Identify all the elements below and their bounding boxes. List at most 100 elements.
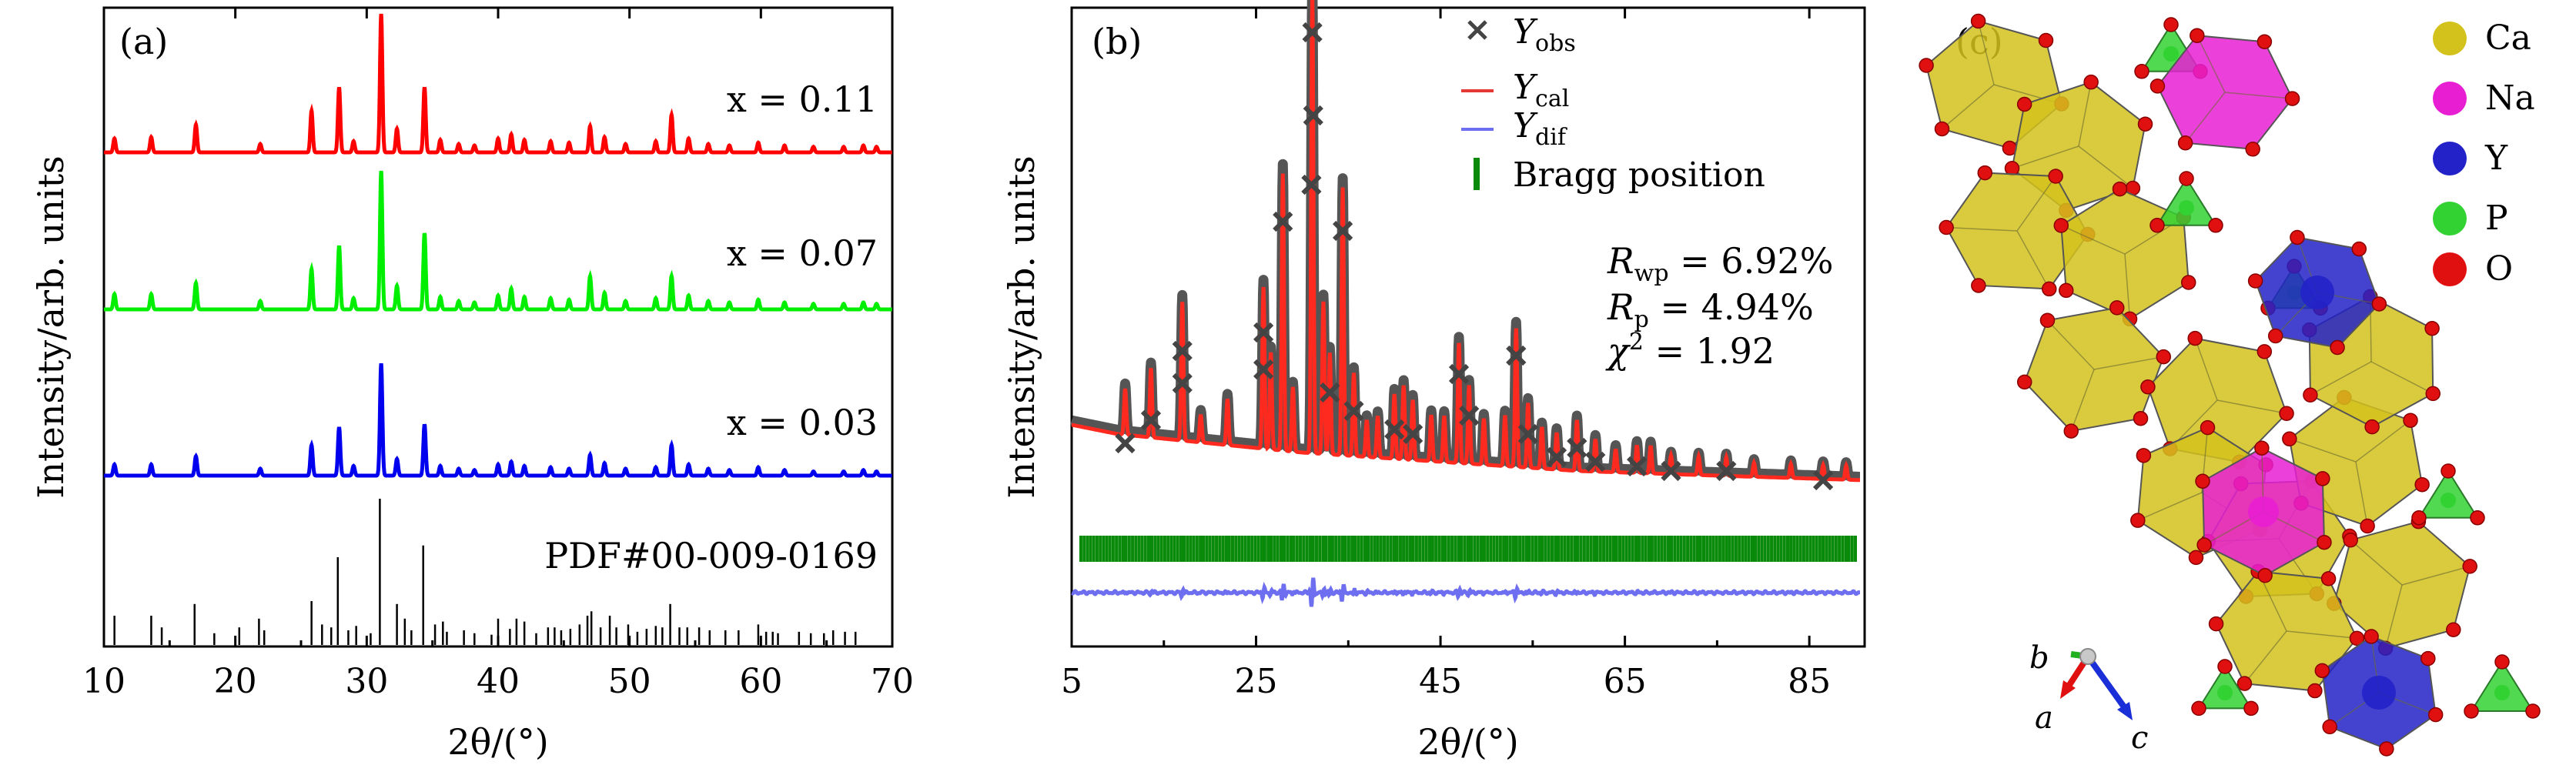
bragg-tick	[1192, 536, 1196, 562]
bragg-tick	[1779, 536, 1783, 562]
bragg-tick	[1341, 536, 1345, 562]
yobs-marker	[1343, 400, 1364, 422]
bragg-tick	[1389, 536, 1393, 562]
axis-b-label: b	[2029, 640, 2049, 676]
bragg-tick	[1750, 536, 1754, 562]
bragg-tick	[1314, 536, 1318, 562]
panel-a-curves	[104, 13, 892, 478]
bragg-tick	[1343, 536, 1347, 562]
bragg-tick	[1547, 536, 1551, 562]
panel-a-x-tick-label: 30	[345, 662, 388, 701]
panel-c-element-legend: Ca Na Y P O	[2433, 18, 2535, 289]
bragg-tick	[1434, 536, 1438, 562]
bragg-tick	[1467, 536, 1471, 562]
bragg-tick	[1118, 536, 1122, 562]
bragg-tick	[1082, 536, 1086, 562]
bragg-tick	[1079, 536, 1082, 562]
bragg-tick	[1430, 536, 1434, 562]
bragg-tick	[1660, 536, 1664, 562]
bragg-tick	[1308, 536, 1312, 562]
bragg-tick	[1649, 536, 1653, 562]
yobs-profile	[1067, 0, 1865, 482]
bragg-tick	[1770, 536, 1774, 562]
bragg-tick	[1273, 536, 1276, 562]
yobs-marker	[1585, 451, 1606, 473]
crystal-axes-indicator: b a c	[2029, 640, 2148, 756]
bragg-tick	[1647, 536, 1651, 562]
bragg-tick	[1628, 536, 1631, 562]
bragg-tick	[1250, 536, 1254, 562]
bragg-tick	[1598, 536, 1602, 562]
legend-label-y: Y	[2484, 139, 2508, 178]
bragg-tick	[1582, 536, 1586, 562]
bragg-tick	[1721, 536, 1725, 562]
bragg-tick	[1773, 536, 1777, 562]
bragg-tick	[1534, 536, 1538, 562]
panel-b-legend: Yobs Ycal Ydif Bragg position	[1461, 12, 1765, 195]
panel-a-x-tick-label: 50	[608, 662, 651, 701]
bragg-tick	[1752, 536, 1756, 562]
bragg-tick	[1470, 536, 1474, 562]
bragg-tick	[1521, 536, 1525, 562]
panel-a-x-tick-label: 40	[477, 662, 520, 701]
ydif-profile	[1071, 577, 1860, 607]
bragg-tick	[1657, 536, 1661, 562]
bragg-tick	[1728, 536, 1731, 562]
bragg-tick	[1692, 536, 1696, 562]
panel-a-reference-sticks	[113, 499, 857, 645]
bragg-tick	[1457, 536, 1461, 562]
bragg-tick	[1618, 536, 1622, 562]
panel-a-x-tick-label: 20	[214, 662, 257, 701]
bragg-tick	[1605, 536, 1609, 562]
bragg-tick	[1573, 536, 1577, 562]
bragg-tick	[1147, 536, 1151, 562]
bragg-tick	[1669, 536, 1673, 562]
panel-a-series-line-0	[104, 13, 892, 155]
bragg-tick	[1608, 536, 1612, 562]
bragg-tick	[1153, 536, 1157, 562]
bragg-tick	[1350, 536, 1354, 562]
bragg-tick	[1418, 536, 1422, 562]
bragg-tick	[1476, 536, 1480, 562]
bragg-tick	[1149, 536, 1153, 562]
bragg-tick	[1137, 536, 1141, 562]
bragg-tick	[1641, 536, 1644, 562]
yobs-marker	[1459, 405, 1480, 426]
bragg-tick	[1731, 536, 1735, 562]
bragg-tick	[1611, 536, 1615, 562]
bragg-tick	[1624, 536, 1628, 562]
bragg-tick	[1795, 536, 1799, 562]
bragg-tick	[1442, 536, 1446, 562]
bragg-tick	[1205, 536, 1209, 562]
bragg-tick	[1115, 536, 1119, 562]
legend-label-ca: Ca	[2485, 18, 2531, 58]
bragg-tick	[1108, 536, 1112, 562]
bragg-tick	[1180, 536, 1184, 562]
panel-b-label: (b)	[1092, 21, 1142, 62]
bragg-tick	[1503, 536, 1507, 562]
bragg-tick	[1202, 536, 1206, 562]
bragg-tick	[1805, 536, 1809, 562]
bragg-tick	[1725, 536, 1728, 562]
bragg-tick	[1447, 536, 1450, 562]
bragg-tick	[1408, 536, 1412, 562]
bragg-tick	[1230, 536, 1234, 562]
yobs-marker	[1332, 220, 1353, 242]
bragg-tick	[1544, 536, 1547, 562]
bragg-tick	[1169, 536, 1173, 562]
panel-a-series-label-1: x = 0.07	[727, 232, 878, 274]
bragg-tick	[1218, 536, 1222, 562]
y-atom	[2362, 676, 2396, 710]
panel-a-x-axis-label: 2θ/(°)	[447, 721, 548, 763]
bragg-tick	[1256, 536, 1260, 562]
yobs-marker	[1627, 456, 1648, 477]
bragg-tick	[1395, 536, 1399, 562]
bragg-tick	[1227, 536, 1231, 562]
yobs-marker	[1172, 372, 1193, 394]
bragg-tick	[1766, 536, 1770, 562]
bragg-tick	[1540, 536, 1544, 562]
bragg-tick	[1266, 536, 1270, 562]
panel-b-plot	[1067, 0, 1865, 607]
bragg-tick	[1566, 536, 1570, 562]
axis-c-label: c	[2131, 720, 2148, 756]
